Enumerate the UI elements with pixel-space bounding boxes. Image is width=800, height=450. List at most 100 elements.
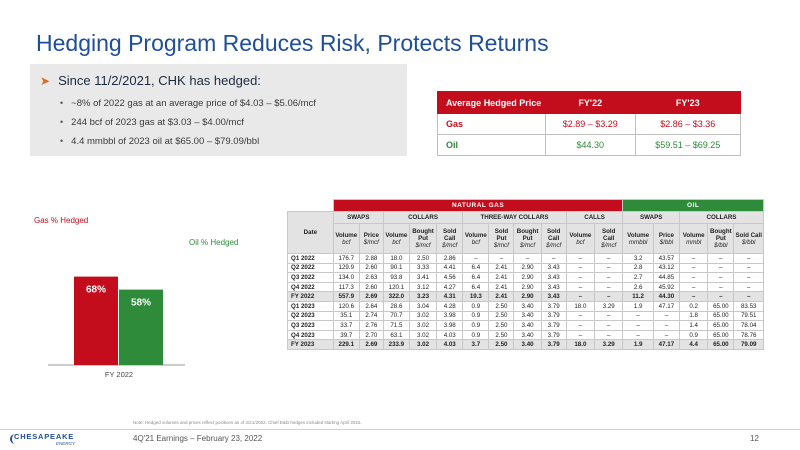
table-cell: 176.7 [332, 253, 360, 264]
subgroup-header-row: Date SWAPS COLLARS THREE-WAY COLLARS CAL… [287, 211, 765, 254]
table-cell: 1.9 [622, 300, 654, 312]
legend-oil-hedged: Oil % Hedged [189, 238, 239, 247]
table-cell: 2.90 [513, 262, 542, 274]
column-header: Sold Call $/bbl [733, 223, 764, 254]
column-header-unit: $/mcf [519, 242, 536, 249]
table-cell: – [707, 262, 735, 274]
avg-cell: $2.86 – $3.36 [634, 113, 742, 135]
table-cell: 78.04 [733, 320, 764, 331]
column-header-unit: $/bbl [659, 238, 674, 246]
table-cell: 2.69 [358, 291, 384, 302]
column-header: Price $/mcf [358, 223, 384, 254]
bar-gas-hedged [74, 276, 118, 365]
table-cell: 3.43 [540, 272, 567, 283]
table-row: Q1 2022 176.7 2.88 18.0 2.50 2.86– – – – – –3.2 43.… [287, 253, 764, 264]
table-total-row: FY 2022 557.9 2.69 322.0 3.23 4.31 19.3 2.41 2.9… [287, 291, 764, 302]
table-cell: 2.69 [358, 339, 384, 350]
column-header-name: Price [363, 231, 379, 239]
table-cell: 0.9 [678, 329, 709, 341]
table-cell: 4.03 [436, 339, 464, 350]
table-cell: 4.56 [436, 272, 464, 283]
table-cell: 3.2 [622, 253, 654, 264]
table-cell: – [565, 262, 596, 274]
table-cell: – [540, 253, 567, 264]
table-cell: 117.3 [332, 281, 360, 293]
table-cell: – [594, 329, 624, 341]
table-cell: 18.0 [565, 300, 596, 312]
column-header: Sold Call $/mcf [436, 223, 464, 254]
column-header: Volume mmbl [678, 223, 709, 254]
avg-header-fy22: FY'22 [545, 91, 636, 114]
table-cell: 78.76 [733, 329, 764, 341]
table-cell: 65.00 [707, 329, 735, 341]
table-cell: 3.41 [408, 272, 438, 283]
table-cell: – [565, 320, 596, 331]
table-cell: 90.1 [382, 262, 410, 274]
footnote: Note: Hedged volumes and prices reflect … [133, 420, 362, 425]
table-total-row: FY 2023 229.1 2.69 233.9 3.02 4.03 3.7 2.50 3.40… [287, 339, 764, 350]
table-cell: 2.8 [622, 262, 654, 274]
table-cell: 28.6 [382, 300, 410, 312]
summary-bullet: 244 bcf of 2023 gas at $3.03 – $4.00/mcf [60, 113, 316, 132]
column-header-unit: $/mcf [546, 242, 562, 249]
row-date: Q3 2022 [287, 272, 334, 283]
table-row: Q3 2023 33.7 2.76 71.5 3.02 3.98 0.9 2.50 3.40 3.… [287, 320, 764, 331]
table-cell: 4.27 [436, 281, 464, 293]
table-cell: 2.70 [358, 329, 384, 341]
summary-bullet: ~8% of 2022 gas at an average price of $… [60, 94, 316, 113]
table-cell: 3.40 [513, 320, 542, 331]
table-cell: – [622, 320, 654, 331]
column-header-name: Volume [569, 231, 592, 239]
column-header: Price $/bbl [652, 223, 680, 254]
x-tick-label: FY 2022 [105, 370, 133, 379]
table-cell: – [565, 329, 596, 341]
column-header: Volume mmbbl [622, 223, 654, 254]
table-cell: – [678, 262, 709, 274]
table-row: Q4 2023 39.7 2.70 63.1 3.02 4.03 0.9 2.50 3.40 3.… [287, 329, 764, 341]
table-cell: – [513, 253, 542, 264]
table-row: Q1 2023 120.6 2.64 28.6 3.04 4.28 0.9 2.50 3.40 3… [287, 300, 764, 312]
table-cell: 45.92 [652, 281, 680, 293]
table-cell: 6.4 [462, 272, 490, 283]
table-cell: 120.1 [382, 281, 410, 293]
summary-bullet: 4.4 mmbbl of 2023 oil at $65.00 – $79.09… [60, 132, 316, 151]
table-row: Q2 2022 129.9 2.60 90.1 3.33 4.41 6.4 2.41 2.90 3… [287, 262, 764, 274]
table-cell: 3.40 [513, 339, 542, 350]
table-cell: 44.30 [652, 291, 680, 302]
table-cell: 3.79 [540, 339, 567, 350]
column-header: Bought Put $/mcf [408, 223, 438, 254]
table-cell: 44.85 [652, 272, 680, 283]
table-cell: 47.17 [652, 300, 680, 312]
summary-bullet-list: ~8% of 2022 gas at an average price of $… [60, 94, 316, 151]
table-cell: – [733, 281, 764, 293]
column-header-unit: bcf [392, 238, 401, 246]
avg-header-fy23: FY'23 [634, 91, 742, 114]
logo-mark-icon [10, 434, 16, 444]
avg-row-oil: Oil $44.30 $59.51 – $69.25 [437, 134, 742, 156]
table-cell: – [594, 310, 624, 322]
column-header-unit: mmbbl [628, 238, 648, 246]
column-header: Volume bcf [382, 223, 410, 254]
table-cell: 65.00 [707, 300, 735, 312]
table-cell: 134.0 [332, 272, 360, 283]
table-cell: 65.00 [707, 339, 735, 350]
avg-row-gas: Gas $2.89 – $3.29 $2.86 – $3.36 [437, 113, 742, 135]
column-header: Bought Put $/mcf [513, 223, 542, 254]
table-cell: – [594, 262, 624, 274]
column-header-name: Bought Put [516, 228, 539, 242]
group-oil: OIL [622, 199, 764, 212]
table-cell: 0.9 [462, 300, 490, 312]
table-cell: 233.9 [382, 339, 410, 350]
row-date: Q1 2022 [287, 253, 334, 264]
bar-oil-hedged [119, 289, 163, 365]
avg-header-label: Average Hedged Price [437, 91, 546, 114]
table-cell: 63.1 [382, 329, 410, 341]
table-cell: – [707, 281, 735, 293]
table-cell: 2.50 [408, 253, 438, 264]
table-cell: 1.4 [678, 320, 709, 331]
table-cell: 35.1 [332, 310, 360, 322]
footer-text: 4Q'21 Earnings – February 23, 2022 [133, 434, 263, 443]
bar-value-label: 68% [86, 285, 106, 296]
table-cell: 79.09 [733, 339, 764, 350]
group-header-row: NATURAL GAS OIL [287, 199, 764, 212]
